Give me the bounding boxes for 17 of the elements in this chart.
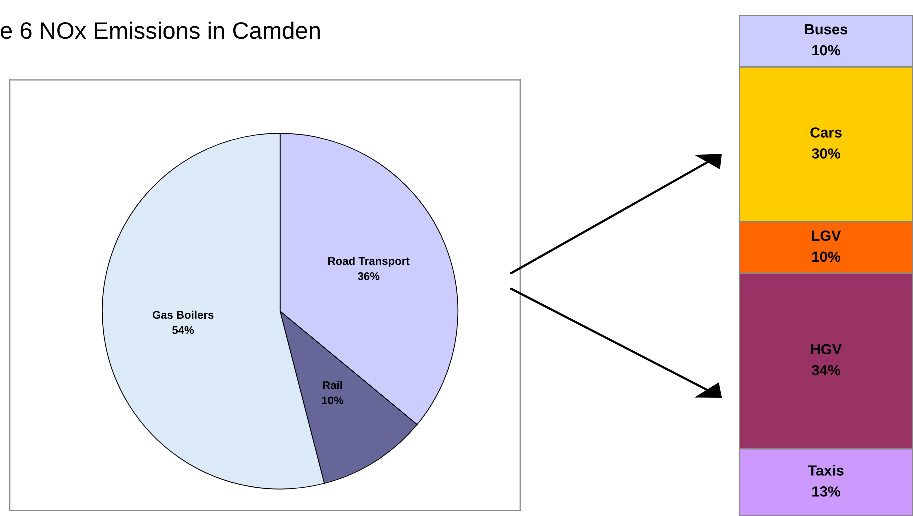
- chart-title: e 6 NOx Emissions in Camden: [1, 22, 320, 40]
- slice-label: Rail: [323, 381, 342, 390]
- slice-label: Gas Boilers: [152, 310, 214, 320]
- data-label: 36%: [358, 272, 380, 280]
- series-label: Taxis: [808, 465, 844, 476]
- data-label: 10%: [812, 45, 840, 56]
- series-label: Cars: [810, 128, 842, 138]
- series-label: Buses: [805, 24, 848, 35]
- data-label: 30%: [812, 148, 840, 159]
- data-label: 10%: [322, 396, 344, 405]
- series-label: LGV: [812, 230, 842, 242]
- data-label: 54%: [172, 326, 194, 334]
- slice-label: Road Transport: [328, 257, 410, 268]
- data-label: 10%: [812, 252, 840, 262]
- data-label: 34%: [812, 365, 840, 376]
- series-label: HGV: [811, 344, 842, 355]
- data-label: 13%: [812, 486, 840, 497]
